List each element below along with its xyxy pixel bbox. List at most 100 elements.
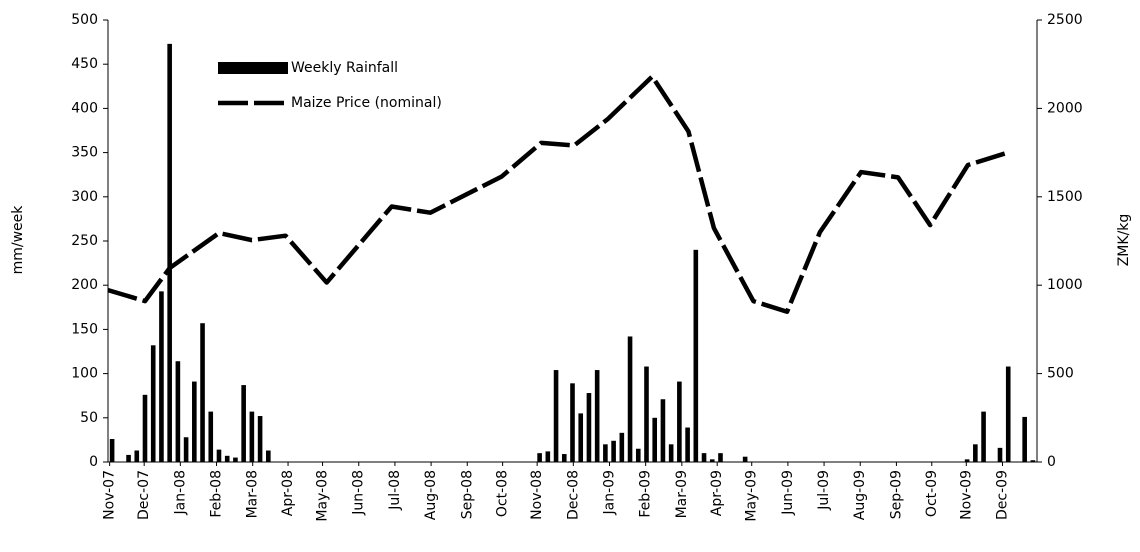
x-tick-label: Oct-09 [924,470,940,517]
rainfall-bar [200,323,205,462]
rainfall-bar [685,427,690,462]
rainfall-bar [973,444,978,462]
rainfall-bar [644,366,649,462]
y2-tick-label: 2000 [1047,100,1083,116]
rainfall-bar [134,450,140,462]
x-tick-label: Aug-09 [852,470,868,520]
rainfall-bar [709,459,715,462]
y-tick-label: 0 [89,454,98,470]
x-tick-label: Apr-09 [709,470,725,516]
x-tick-label: Sep-08 [459,470,475,519]
rainfall-bar [1030,460,1036,462]
legend-label: Weekly Rainfall [291,60,398,76]
x-tick-label: Jan-09 [601,470,617,515]
y-tick-label: 500 [71,12,98,28]
rainfall-bar [660,399,666,462]
x-tick-label: Mar-09 [674,470,690,518]
x-tick-label: Apr-08 [280,470,296,516]
x-tick-label: Jul-08 [387,470,403,511]
x-tick-label: Dec-08 [565,470,581,520]
rainfall-bar [126,454,131,462]
rainfall-bar [635,448,641,462]
y-tick-label: 400 [71,100,98,116]
y2-tick-label: 0 [1047,454,1056,470]
rainfall-bar [742,456,748,462]
rainfall-bar [570,383,575,462]
y2-axis-label: ZMK/kg [1116,214,1132,267]
rainfall-bar [1022,416,1027,462]
x-tick-label: Aug-08 [423,470,439,520]
rainfall-bar [981,411,986,462]
rainfall-bar [233,457,238,462]
rainfall-bar [167,43,172,462]
rainfall-bar [553,370,559,462]
rainfall-bar [701,453,707,462]
rainfall-bar [537,453,542,462]
x-tick-label: May-09 [744,470,760,522]
rainfall-bar [175,361,181,462]
rainfall-bar [594,370,600,462]
y-tick-label: 250 [71,233,98,249]
legend-swatch [218,62,288,74]
x-tick-label: Nov-07 [102,470,118,520]
rainfall-bar [208,411,214,462]
x-tick-label: Feb-09 [638,470,654,518]
rainfall-bar [545,451,551,462]
rainfall-bar [109,439,115,462]
rainfall-bar [603,444,608,462]
x-tick-label: Sep-09 [888,470,904,519]
rainfall-bar [668,444,674,462]
rainfall-bar [224,455,230,462]
rainfall-bar [718,453,723,462]
rainfall-bar [241,385,246,462]
rainfall-bar [578,413,584,462]
x-tick-label: Jan-08 [172,470,188,515]
rainfall-bar [150,345,156,462]
y-tick-label: 50 [80,410,98,426]
rainfall-bar [142,394,148,462]
rainfall-bar [652,417,658,462]
rainfall-bar [216,449,222,462]
y-tick-label: 450 [71,56,98,72]
x-tick-label: Jul-09 [816,470,832,511]
rainfall-bar [627,336,633,462]
x-tick-label: May-08 [315,470,331,522]
y-tick-label: 350 [71,145,98,161]
rainfall-bar [159,291,164,462]
rainfall-bar [693,249,699,462]
rainfall-bar [1005,366,1011,462]
y-tick-label: 200 [71,277,98,293]
rainfall-bar [964,459,970,462]
x-tick-label: Mar-08 [245,470,261,518]
rainfall-bar [677,381,682,462]
y-tick-label: 300 [71,189,98,205]
x-tick-label: Nov-08 [529,470,545,520]
y2-tick-label: 500 [1047,366,1074,382]
rainfall-bar [619,432,625,462]
x-tick-label: Feb-08 [209,470,225,518]
y2-tick-label: 2500 [1047,12,1083,28]
y-axis-label: mm/week [10,205,26,275]
rainfall-bar [257,416,263,462]
rainfall-bar [997,447,1003,462]
x-tick-label: Dec-09 [994,470,1010,520]
rainfall-bar [561,454,567,462]
x-tick-label: Jun-08 [351,470,367,516]
x-tick-label: Nov-09 [958,470,974,520]
legend-label: Maize Price (nominal) [291,95,442,111]
y-tick-label: 100 [71,366,98,382]
rainfall-bar [192,381,197,462]
x-tick-label: Jun-09 [780,470,796,516]
rainfall-bar [249,411,255,462]
price-line [107,74,1006,314]
rainfall-bar [266,450,271,462]
rainfall-bar [183,437,189,462]
y-tick-label: 150 [71,321,98,337]
rainfall-bar [611,440,616,462]
x-tick-label: Oct-08 [495,470,511,517]
x-tick-label: Dec-07 [136,470,152,520]
y2-tick-label: 1000 [1047,277,1083,293]
rainfall-bar [586,393,592,462]
y2-tick-label: 1500 [1047,189,1083,205]
